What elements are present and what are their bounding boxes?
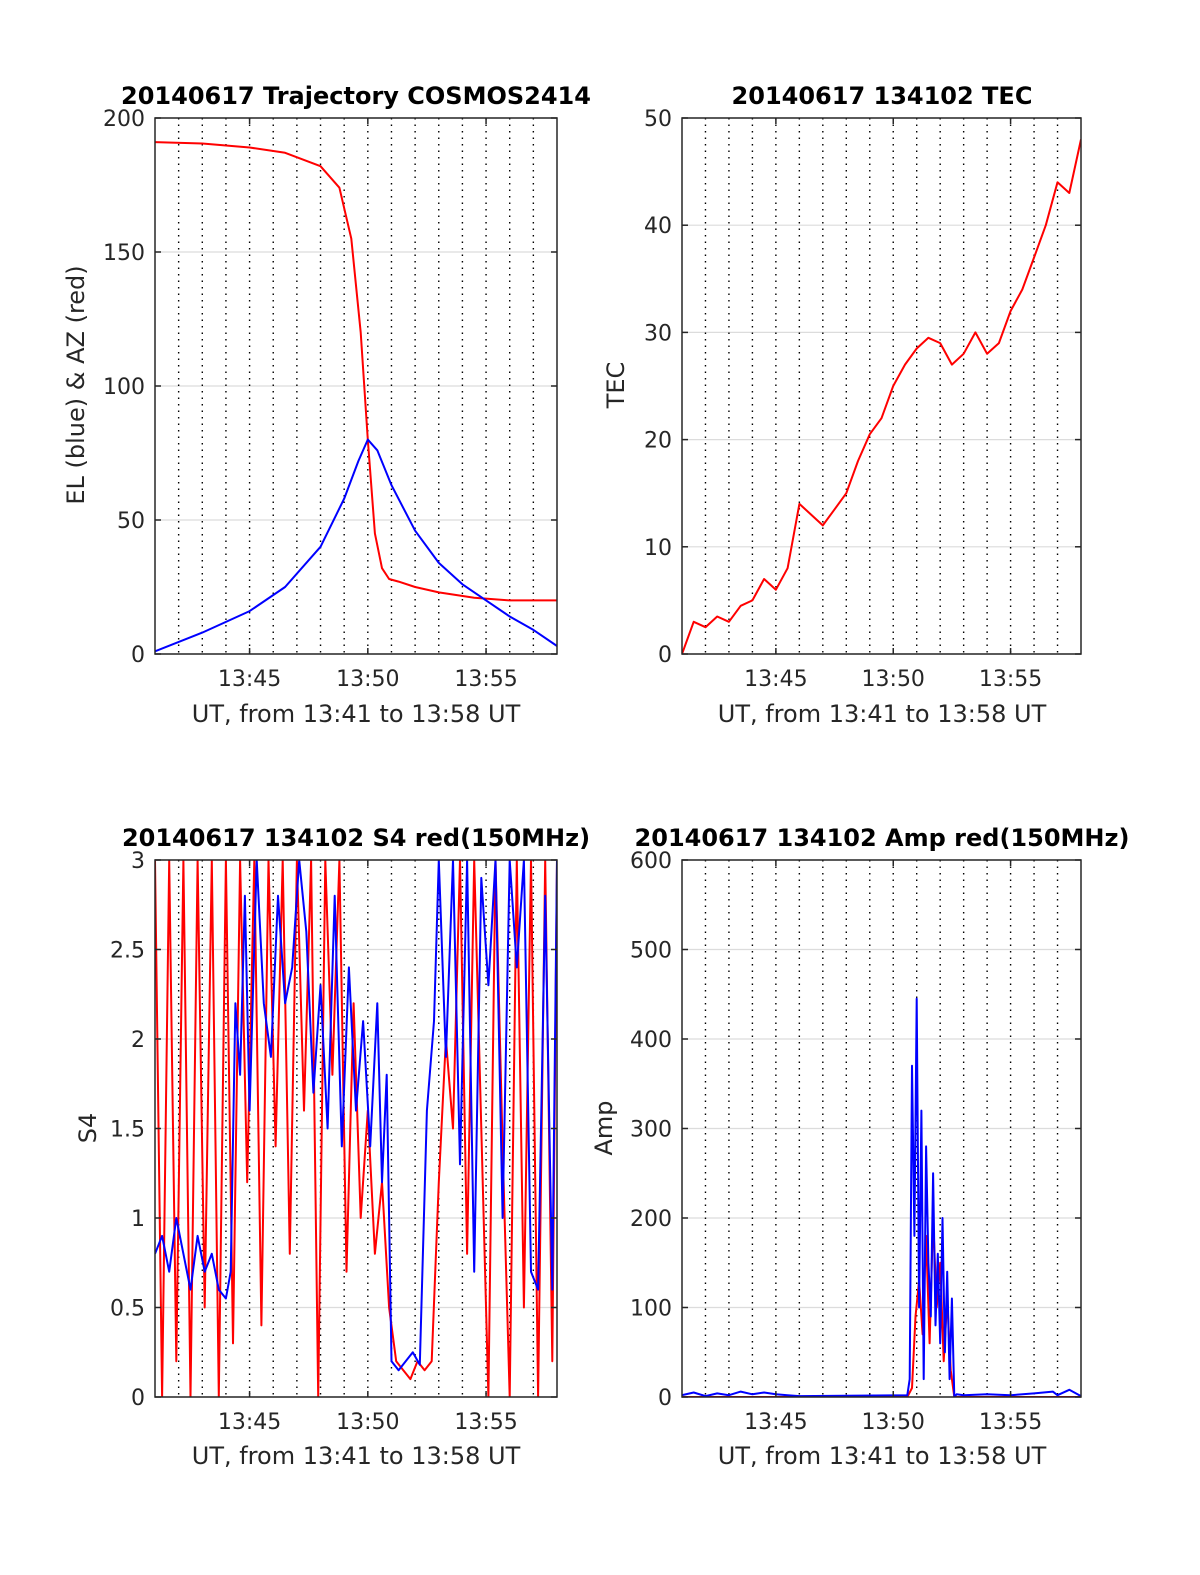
amp-ytick-label-5: 500 [630,939,672,964]
trajectory-series-1-line [155,438,557,653]
tec-ytick-label-4: 40 [644,214,672,239]
trajectory-xtick-label-1: 13:50 [336,667,399,692]
tec-series-0-line [682,139,1081,654]
tec-plot-area: 0 10 20 30 40 50 13:45 13:50 13:55 [644,107,1082,692]
trajectory-panel: 0 50 100 150 200 13:45 13:50 13:55 20140617 Tra… [62,82,591,728]
tec-xtick-label-2: 13:55 [979,667,1042,692]
tec-xtick-label-0: 13:45 [744,667,807,692]
amp-series-1-line [682,997,1081,1397]
amp-panel: 0 100 200 300 400 500 600 13:45 13:50 13:55 20140… [590,824,1129,1470]
tec-xtick-label-1: 13:50 [862,667,925,692]
amp-ytick-label-4: 400 [630,1028,672,1053]
s4-x-axis-label: UT, from 13:41 to 13:58 UT [192,1442,521,1470]
amp-title: 20140617 134102 Amp red(150MHz) [635,824,1130,852]
s4-xtick-label-2: 13:55 [454,1410,517,1435]
trajectory-series-0-line [155,141,557,602]
tec-ytick-label-1: 10 [644,536,672,561]
amp-y-axis-label: Amp [590,1100,618,1155]
trajectory-title: 20140617 Trajectory COSMOS2414 [121,82,591,110]
tec-ytick-label-0: 0 [658,643,672,668]
amp-ytick-label-1: 100 [630,1297,672,1322]
amp-x-axis-label: UT, from 13:41 to 13:58 UT [718,1442,1047,1470]
s4-xtick-label-0: 13:45 [218,1410,281,1435]
tec-y-axis-label: TEC [602,362,630,410]
tec-x-axis-label: UT, from 13:41 to 13:58 UT [718,700,1047,728]
trajectory-ytick-label-3: 150 [103,241,145,266]
trajectory-ytick-label-1: 50 [117,509,145,534]
tec-ytick-label-3: 30 [644,321,672,346]
s4-ytick-label-0: 0 [131,1386,145,1411]
amp-xtick-label-1: 13:50 [862,1410,925,1435]
amp-xtick-label-0: 13:45 [744,1410,807,1435]
tec-ytick-label-2: 20 [644,429,672,454]
amp-ytick-label-6: 600 [630,849,672,874]
trajectory-plot-area: 0 50 100 150 200 13:45 13:50 13:55 [103,107,558,692]
tec-panel: 0 10 20 30 40 50 13:45 13:50 13:55 20140617 1341… [602,82,1082,728]
tec-title: 20140617 134102 TEC [732,82,1033,110]
amp-xtick-label-2: 13:55 [979,1410,1042,1435]
tec-ytick-label-5: 50 [644,107,672,132]
s4-xtick-label-1: 13:50 [336,1410,399,1435]
amp-plot-area: 0 100 200 300 400 500 600 13:45 13:50 13:55 [630,849,1082,1435]
trajectory-x-axis-label: UT, from 13:41 to 13:58 UT [192,700,521,728]
s4-y-axis-label: S4 [74,1113,102,1144]
s4-plot-area: 0 0.5 1 1.5 2 2.5 3 13:45 13:50 13:55 [110,849,558,1435]
s4-ytick-label-1: 0.5 [110,1297,145,1322]
s4-ytick-label-3: 1.5 [110,1118,145,1143]
trajectory-y-axis-label: EL (blue) & AZ (red) [62,265,90,504]
s4-series-0-line [155,860,557,1397]
trajectory-ytick-label-2: 100 [103,375,145,400]
s4-panel: 0 0.5 1 1.5 2 2.5 3 13:45 13:50 13:55 20140617 13… [74,824,590,1470]
s4-ytick-label-4: 2 [131,1028,145,1053]
s4-ytick-label-2: 1 [131,1207,145,1232]
trajectory-xtick-label-2: 13:55 [454,667,517,692]
s4-ytick-label-5: 2.5 [110,939,145,964]
s4-title: 20140617 134102 S4 red(150MHz) [122,824,590,852]
trajectory-ytick-label-4: 200 [103,107,145,132]
amp-ytick-label-0: 0 [658,1386,672,1411]
s4-series-1-line [155,860,557,1372]
tec-axes-frame [681,117,1082,655]
s4-ytick-label-6: 3 [131,849,145,874]
amp-ytick-label-3: 300 [630,1118,672,1143]
trajectory-ytick-label-0: 0 [131,643,145,668]
amp-ytick-label-2: 200 [630,1207,672,1232]
trajectory-xtick-label-0: 13:45 [218,667,281,692]
